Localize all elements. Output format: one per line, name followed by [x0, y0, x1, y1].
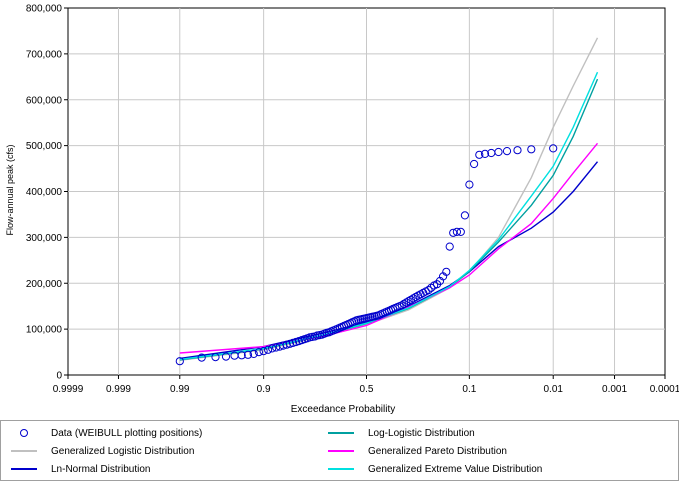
data-point: [460, 211, 469, 220]
x-tick-label: 0.01: [543, 384, 563, 395]
y-tick-label: 200,000: [26, 279, 63, 290]
y-axis-label: Flow-annual peak (cfs): [5, 144, 15, 235]
line-swatch-icon: [328, 450, 354, 452]
y-axis-ticks: 0 100,000 200,000 300,000 400,000 500,000 600,…: [26, 4, 68, 382]
circle-marker-icon: [20, 429, 28, 437]
data-point: [494, 147, 503, 157]
data-point: [475, 150, 484, 159]
data-point: [427, 283, 436, 292]
x-tick-label: 0.1: [462, 384, 476, 395]
data-point: [237, 351, 246, 360]
data-point: [411, 292, 420, 302]
x-tick-label: 0.0001: [650, 384, 679, 395]
line-swatch-icon: [328, 432, 354, 434]
x-tick-label: 0.5: [360, 384, 374, 395]
data-points: [175, 144, 558, 366]
data-point: [480, 149, 490, 158]
x-tick-label: 0.9: [257, 384, 271, 395]
legend-label: Log-Logistic Distribution: [368, 428, 475, 439]
data-point: [442, 267, 451, 276]
data-point: [243, 350, 253, 359]
data-point: [404, 297, 413, 306]
legend: Data (WEIBULL plotting positions) Genera…: [0, 420, 679, 481]
data-point: [282, 340, 291, 349]
x-axis-label: Exceedance Probability: [291, 404, 396, 415]
data-point: [549, 144, 558, 153]
data-point: [465, 180, 474, 189]
y-tick-label: 500,000: [26, 141, 63, 152]
data-point: [285, 339, 294, 348]
data-point: [397, 301, 406, 310]
y-tick-label: 800,000: [26, 4, 63, 15]
data-point: [527, 145, 536, 154]
x-tick-label: 0.001: [602, 384, 627, 395]
data-point: [470, 159, 479, 169]
data-point: [254, 348, 263, 357]
data-point: [399, 299, 409, 308]
data-point: [175, 357, 184, 366]
legend-label: Generalized Logistic Distribution: [51, 446, 195, 457]
x-tick-label: 0.999: [106, 384, 131, 395]
y-tick-label: 300,000: [26, 233, 63, 244]
legend-label: Generalized Extreme Value Distribution: [368, 464, 543, 475]
x-tick-label: 0.9999: [53, 384, 84, 395]
data-point: [264, 345, 273, 354]
data-point: [452, 227, 461, 236]
y-tick-label: 400,000: [26, 187, 63, 198]
line-swatch-icon: [328, 468, 354, 470]
legend-label: Ln-Normal Distribution: [51, 464, 151, 475]
data-point: [221, 352, 231, 361]
data-point: [456, 227, 465, 236]
data-point: [268, 344, 277, 353]
x-tick-label: 0.99: [170, 384, 190, 395]
data-point: [513, 146, 522, 155]
line-swatch-icon: [11, 450, 37, 452]
y-tick-label: 700,000: [26, 49, 63, 60]
data-point: [197, 353, 206, 362]
data-point: [402, 298, 411, 307]
data-point: [424, 286, 433, 295]
grid-lines: [68, 8, 665, 375]
data-point: [409, 294, 418, 303]
probability-plot: 0 100,000 200,000 300,000 400,000 500,000 600,…: [5, 4, 679, 416]
data-point: [406, 295, 415, 304]
legend-label: Data (WEIBULL plotting positions): [51, 428, 203, 439]
data-point: [249, 349, 258, 358]
data-point: [445, 242, 454, 251]
data-point: [211, 353, 220, 362]
data-point: [259, 347, 268, 356]
data-point: [502, 147, 512, 156]
y-tick-label: 0: [56, 371, 62, 382]
y-tick-label: 600,000: [26, 95, 63, 106]
x-axis-ticks: 0.9999 0.999 0.99 0.9 0.5 0.1 0.01 0.001 0.0001: [53, 375, 679, 395]
y-tick-label: 100,000: [26, 325, 63, 336]
line-swatch-icon: [11, 468, 37, 470]
legend-label: Generalized Pareto Distribution: [368, 446, 507, 457]
